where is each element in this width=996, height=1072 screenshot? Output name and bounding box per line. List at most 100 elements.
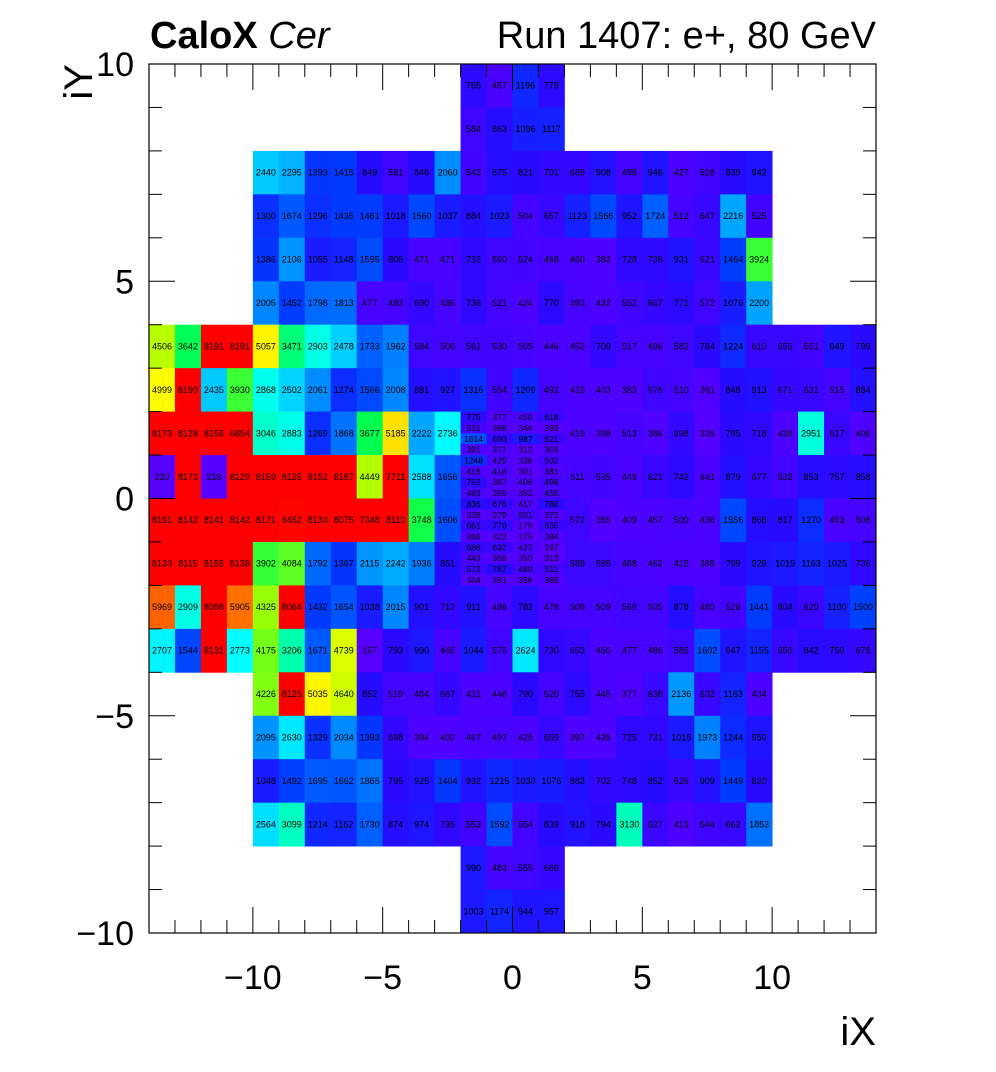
heatmap-cell (772, 368, 799, 412)
cell-value-label: 821 (518, 168, 533, 178)
cell-value-label: 157 (362, 646, 377, 656)
cell-value-label: 718 (752, 428, 767, 438)
cell-value-label: 735 (440, 819, 455, 829)
heatmap-fine-cell (512, 498, 539, 510)
heatmap-cell (356, 455, 384, 499)
heatmap-cell (408, 150, 436, 195)
heatmap-cell (590, 237, 617, 282)
heatmap-cell (720, 150, 747, 195)
cell-value-label: 790 (518, 689, 533, 699)
cell-value-label: 1274 (334, 385, 354, 395)
fine-cell-value-label: 350 (518, 553, 532, 563)
heatmap-fine-cell (512, 541, 539, 554)
cell-value-label: 508 (570, 602, 585, 612)
cell-value-label: 858 (856, 472, 871, 482)
fine-cell-value-label: 416 (492, 466, 506, 476)
heatmap-cell (408, 237, 436, 282)
heatmap-cell (642, 194, 669, 239)
heatmap-cell (252, 455, 280, 499)
cell-value-label: 484 (414, 689, 429, 699)
cell-value-label: 480 (700, 602, 715, 612)
cell-value-label: 739 (648, 255, 663, 265)
heatmap-cell (434, 715, 461, 760)
heatmap-cell (174, 498, 202, 543)
heatmap-cell (149, 455, 176, 499)
cell-value-label: 427 (674, 168, 689, 178)
heatmap-cell (824, 628, 851, 673)
fine-cell-value-label: 179 (518, 521, 532, 531)
cell-value-label: 1792 (308, 559, 328, 569)
heatmap-fine-cell (460, 422, 487, 434)
cell-value-label: 1037 (438, 211, 458, 221)
cell-value-label: 1449 (723, 776, 743, 786)
heatmap-cell (720, 194, 747, 239)
heatmap-cell (538, 150, 565, 195)
heatmap-cell (356, 411, 384, 456)
heatmap-cell (746, 672, 773, 717)
cell-value-label: 1656 (438, 472, 458, 482)
heatmap-cell (720, 324, 747, 369)
heatmap-fine-cell (538, 563, 565, 575)
cell-value-label: 8173 (152, 428, 172, 438)
heatmap-cell (590, 541, 617, 586)
cell-value-label: 553 (466, 819, 481, 829)
heatmap-cell (356, 237, 384, 282)
heatmap-cell (668, 194, 695, 239)
cell-value-label: 2951 (801, 428, 821, 438)
heatmap-cell (486, 672, 513, 717)
heatmap-fine-cell (512, 552, 539, 565)
heatmap-fine-cell (460, 574, 487, 586)
heatmap-cell (278, 237, 306, 282)
cell-value-label: 3677 (360, 428, 380, 438)
heatmap-cell (486, 585, 513, 630)
fine-cell-value-label: 358 (518, 575, 532, 585)
cell-value-label: 415 (674, 559, 689, 569)
heatmap-fine-cell (512, 455, 539, 467)
fine-cell-value-label: 1614 (464, 434, 483, 444)
fine-cell-value-label: 338 (518, 455, 532, 465)
cell-value-label: 425 (518, 732, 533, 742)
heatmap-cell (434, 455, 461, 499)
cell-value-label: 530 (492, 341, 507, 351)
cell-value-label: 677 (752, 472, 767, 482)
cell-value-label: 492 (388, 298, 403, 308)
cell-value-label: 3046 (256, 428, 276, 438)
cell-value-label: 1595 (360, 255, 380, 265)
heatmap-cell (356, 672, 384, 717)
cell-value-label: 504 (518, 211, 533, 221)
cell-value-label: 8115 (178, 559, 197, 569)
fine-cell-value-label: 417 (518, 499, 532, 509)
heatmap-cell (200, 628, 228, 673)
heatmap-cell (694, 759, 721, 804)
heatmap-cell (304, 715, 332, 760)
cell-value-label: 8133 (308, 515, 328, 525)
heatmap-cell (356, 802, 384, 847)
cell-value-label: 1452 (282, 298, 302, 308)
cell-value-label: 2060 (438, 168, 458, 178)
cell-value-label: 5969 (152, 602, 172, 612)
cell-value-label: 4640 (334, 689, 354, 699)
cell-value-label: 505 (518, 341, 533, 351)
cell-value-label: 771 (674, 298, 689, 308)
cell-value-label: 1196 (516, 81, 535, 91)
heatmap-cell (460, 237, 487, 282)
heatmap-cell (564, 759, 591, 804)
cell-value-label: 8142 (230, 515, 250, 525)
fine-cell-value-label: 391 (492, 575, 506, 585)
cell-value-label: 2440 (256, 168, 276, 178)
heatmap-cell (356, 585, 384, 630)
cell-value-label: 2736 (438, 428, 458, 438)
heatmap-cell (304, 411, 332, 456)
cell-value-label: 755 (570, 689, 585, 699)
heatmap-cell (720, 715, 747, 760)
heatmap-cell (538, 715, 565, 760)
fine-cell-value-label: 359 (544, 445, 558, 455)
fine-cell-value-label: 661 (466, 521, 480, 531)
cell-value-label: 406 (856, 428, 871, 438)
cell-value-label: 585 (674, 646, 689, 656)
cell-value-label: 1566 (360, 385, 380, 395)
cell-value-label: 1868 (334, 428, 354, 438)
cell-value-label: 748 (622, 776, 637, 786)
heatmap-cell (642, 150, 669, 195)
heatmap-cell (330, 324, 358, 369)
